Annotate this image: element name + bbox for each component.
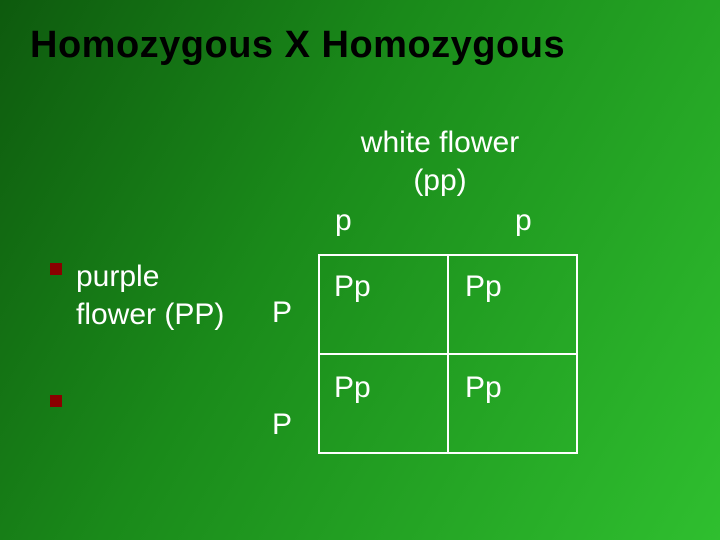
- top-parent-label: white flower: [310, 126, 570, 160]
- bullet-icon: [50, 395, 62, 407]
- punnett-square: Pp Pp Pp Pp: [318, 254, 578, 454]
- punnett-cell: Pp: [448, 254, 578, 354]
- bullet-icon: [50, 263, 62, 275]
- left-parent-label: purple flower (PP): [76, 258, 224, 333]
- top-allele-col-2: p: [515, 204, 532, 238]
- punnett-cell: Pp: [448, 354, 578, 454]
- left-parent-line2: flower (PP): [76, 298, 224, 331]
- top-parent-genotype: (pp): [310, 164, 570, 198]
- top-allele-col-1: p: [335, 204, 352, 238]
- punnett-cell: Pp: [318, 254, 448, 354]
- table-row: Pp Pp: [318, 254, 578, 354]
- punnett-cell: Pp: [318, 354, 448, 454]
- left-parent-line1: purple: [76, 260, 159, 293]
- slide-title: Homozygous X Homozygous: [30, 24, 565, 67]
- left-allele-row-1: P: [272, 296, 292, 330]
- left-allele-row-2: P: [272, 408, 292, 442]
- table-row: Pp Pp: [318, 354, 578, 454]
